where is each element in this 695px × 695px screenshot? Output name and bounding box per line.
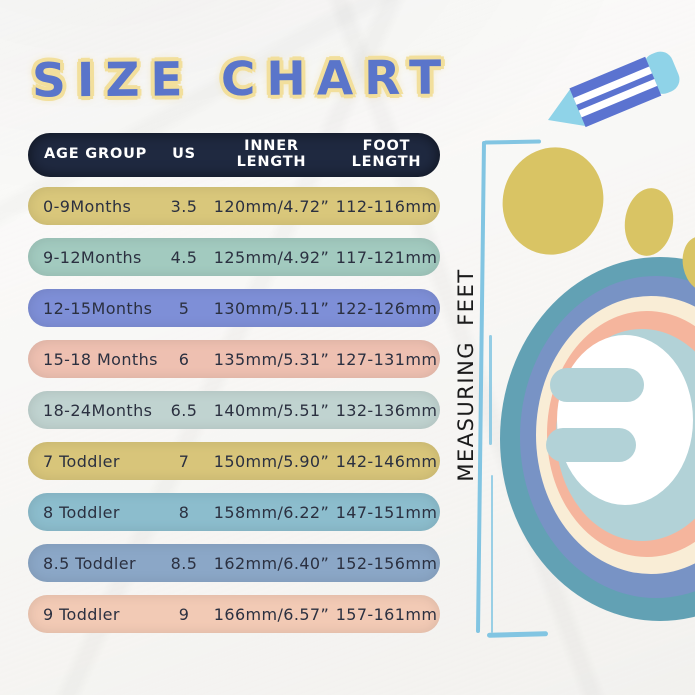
table-row: 12-15Months 5 130mm/5.11” 122-126mm xyxy=(28,289,440,327)
pencil-stripe xyxy=(573,66,653,105)
table-header-row: AGE GROUP US INNER LENGTH FOOT LENGTH xyxy=(28,133,440,177)
age-group-cell: 9 Toddler xyxy=(43,604,120,624)
foot-length-cell: 122-126mm xyxy=(335,298,438,318)
age-group-cell: 15-18 Months xyxy=(43,349,158,369)
foot-length-cell: 117-121mm xyxy=(335,247,438,267)
inner-length-cell: 158mm/6.22” xyxy=(213,502,330,522)
foot-length-cell: 152-156mm xyxy=(335,553,438,573)
table-row: 9 Toddler 9 166mm/6.57” 157-161mm xyxy=(28,595,440,633)
us-size-cell: 3.5 xyxy=(170,196,198,216)
age-group-cell: 9-12Months xyxy=(43,247,142,267)
age-group-cell: 8.5 Toddler xyxy=(43,553,136,573)
inner-length-cell: 150mm/5.90” xyxy=(213,451,330,471)
bracket-vertical-stroke xyxy=(491,475,493,633)
second-toe xyxy=(624,188,674,256)
age-group-cell: 7 Toddler xyxy=(43,451,120,471)
inner-length-cell: 166mm/6.57” xyxy=(213,604,330,624)
us-size-cell: 8.5 xyxy=(170,553,198,573)
sole-center-blob xyxy=(557,335,693,505)
us-size-cell: 8 xyxy=(178,502,190,522)
us-size-cell: 6 xyxy=(178,349,190,369)
us-size-cell: 9 xyxy=(178,604,190,624)
inner-length-cell: 120mm/4.72” xyxy=(213,196,330,216)
inner-length-cell: 162mm/6.40” xyxy=(213,553,330,573)
table-row: 8 Toddler 8 158mm/6.22” 147-151mm xyxy=(28,493,440,531)
foot-length-cell: 112-116mm xyxy=(335,196,438,216)
foot-length-cell: 142-146mm xyxy=(335,451,438,471)
us-size-cell: 5 xyxy=(178,298,190,318)
page-title: SIZE CHART xyxy=(31,50,453,109)
age-group-cell: 18-24Months xyxy=(43,400,153,420)
header-foot-length: FOOT LENGTH xyxy=(351,138,422,170)
third-toe xyxy=(682,236,695,292)
measuring-feet-label: MEASURING FEET xyxy=(454,268,478,482)
big-toe xyxy=(502,147,604,255)
age-group-cell: 0-9Months xyxy=(43,196,132,216)
header-us-size: US xyxy=(172,146,196,163)
inner-length-cell: 135mm/5.31” xyxy=(213,349,330,369)
foot-length-cell: 127-131mm xyxy=(335,349,438,369)
inner-length-cell: 130mm/5.11” xyxy=(213,298,330,318)
header-inner-length: INNER LENGTH xyxy=(236,138,307,170)
us-size-cell: 4.5 xyxy=(170,247,198,267)
table-row: 0-9Months 3.5 120mm/4.72” 112-116mm xyxy=(28,187,440,225)
foot-length-cell: 147-151mm xyxy=(335,502,438,522)
pencil-tip xyxy=(548,87,588,127)
age-group-cell: 12-15Months xyxy=(43,298,153,318)
sole-blob-notch xyxy=(546,428,636,462)
table-row: 18-24Months 6.5 140mm/5.51” 132-136mm xyxy=(28,391,440,429)
pencil-stripe xyxy=(578,78,658,118)
foot-length-cell: 132-136mm xyxy=(335,400,438,420)
foot-illustration xyxy=(500,147,695,621)
table-row: 9-12Months 4.5 125mm/4.92” 117-121mm xyxy=(28,238,440,276)
us-size-cell: 6.5 xyxy=(170,400,198,420)
sole-blob-notch xyxy=(550,368,644,402)
foot-length-cell: 157-161mm xyxy=(335,604,438,624)
inner-length-cell: 125mm/4.92” xyxy=(213,247,330,267)
table-rows: 0-9Months 3.5 120mm/4.72” 112-116mm 9-12Mont… xyxy=(28,187,440,633)
pencil-icon xyxy=(548,51,680,128)
table-row: 7 Toddler 7 150mm/5.90” 142-146mm xyxy=(28,442,440,480)
inner-length-cell: 140mm/5.51” xyxy=(213,400,330,420)
size-table: AGE GROUP US INNER LENGTH FOOT LENGTH 0-… xyxy=(28,133,440,646)
us-size-cell: 7 xyxy=(178,451,190,471)
table-row: 8.5 Toddler 8.5 162mm/6.40” 152-156mm xyxy=(28,544,440,582)
age-group-cell: 8 Toddler xyxy=(43,502,120,522)
table-row: 15-18 Months 6 135mm/5.31” 127-131mm xyxy=(28,340,440,378)
header-age-group: AGE GROUP xyxy=(44,146,148,163)
bracket-vertical-stroke xyxy=(489,335,492,445)
